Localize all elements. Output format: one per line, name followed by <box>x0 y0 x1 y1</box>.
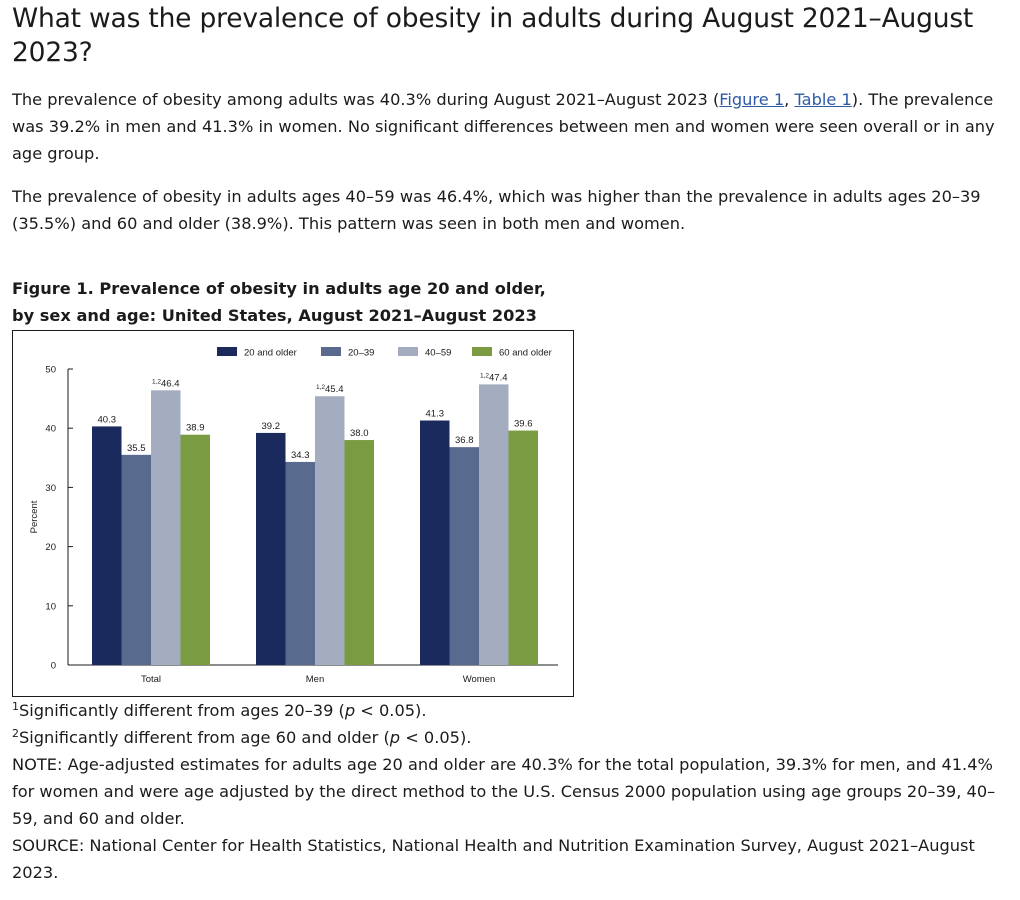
bar-value-label: 1,246.4 <box>152 378 180 389</box>
footnote-2-text: Significantly different from age 60 and … <box>19 728 390 747</box>
source-text: SOURCE: National Center for Health Stati… <box>12 836 975 882</box>
y-tick-label: 0 <box>51 661 56 672</box>
bar-value-label: 36.8 <box>455 435 474 446</box>
note-text: NOTE: Age-adjusted estimates for adults … <box>12 755 996 828</box>
significance-marker: 1,2 <box>152 378 161 385</box>
paragraph-age-groups: The prevalence of obesity in adults ages… <box>12 187 981 233</box>
footnote-1-p: p <box>344 701 356 720</box>
bar-total-1 <box>92 426 122 665</box>
bar-value-label: 39.6 <box>514 419 533 430</box>
footnote-1-text: Significantly different from ages 20–39 … <box>19 701 345 720</box>
paragraph-text: The prevalence of obesity among adults w… <box>12 90 720 109</box>
bar-men-2 <box>285 461 315 665</box>
y-axis-title: Percent <box>29 500 40 533</box>
legend-label: 60 and older <box>499 348 552 359</box>
bar-women-1 <box>420 420 450 665</box>
bar-value-label: 39.2 <box>262 421 281 432</box>
bar-total-3 <box>151 390 181 665</box>
footnote-2-marker: 2 <box>12 727 19 740</box>
bar-men-3 <box>315 396 345 665</box>
legend-swatch <box>472 347 492 356</box>
figure-notes: 1Significantly different from ages 20–39… <box>12 697 1002 886</box>
footnote-2: 2Significantly different from age 60 and… <box>12 724 1002 751</box>
bar-value: 46.4 <box>161 378 180 389</box>
bar-women-2 <box>449 447 479 665</box>
bar-value-label: 1,247.4 <box>480 372 508 383</box>
footnote-1-marker: 1 <box>12 700 19 713</box>
category-label-women: Women <box>463 674 496 685</box>
chart-svg: 01020304050Percent40.335.51,246.438.9Tot… <box>29 347 558 685</box>
bar-value-label: 40.3 <box>98 414 117 425</box>
bar-value-label: 41.3 <box>426 409 445 420</box>
footnote-1-value: < 0.05). <box>355 701 427 720</box>
legend-label: 20 and older <box>244 348 297 359</box>
y-tick-label: 40 <box>45 424 56 435</box>
page-heading: What was the prevalence of obesity in ad… <box>12 3 974 68</box>
category-label-men: Men <box>306 674 324 685</box>
page: What was the prevalence of obesity in ad… <box>0 2 1020 329</box>
paragraph-text-end: ). The prevalence was 39.2% in men and 4… <box>12 90 995 163</box>
bar-women-3 <box>479 384 509 665</box>
y-tick-label: 20 <box>45 542 56 553</box>
y-tick-label: 50 <box>45 365 56 376</box>
y-tick-label: 10 <box>45 601 56 612</box>
figure-title: Figure 1. Prevalence of obesity in adult… <box>12 279 546 325</box>
bar-men-1 <box>256 432 286 665</box>
category-label-total: Total <box>141 674 161 685</box>
bar-men-4 <box>344 440 374 665</box>
bar-total-2 <box>121 454 151 665</box>
bar-value: 47.4 <box>489 372 508 383</box>
figure-1-link[interactable]: Figure 1 <box>719 90 785 109</box>
y-tick-label: 30 <box>45 483 56 494</box>
legend-swatch <box>398 347 418 356</box>
bar-value-label: 38.0 <box>350 428 369 439</box>
bar-value-label: 35.5 <box>127 443 146 454</box>
bar-total-4 <box>180 434 210 665</box>
significance-marker: 1,2 <box>480 372 489 379</box>
footnote-2-value: < 0.05). <box>400 728 472 747</box>
bar-women-4 <box>508 430 538 665</box>
paragraph-prevalence: The prevalence of obesity among adults w… <box>12 86 1008 167</box>
footnote-2-p: p <box>389 728 401 747</box>
link-separator: , <box>784 90 795 109</box>
significance-marker: 1,2 <box>316 384 325 391</box>
figure-1-chart: 0 10 20 30 40 50 Percent 40.3 35.5 1,246.4 38.9 Tot… <box>12 330 574 697</box>
legend-label: 40–59 <box>425 348 451 359</box>
bar-value-label: 1,245.4 <box>316 384 344 395</box>
bar-value-label: 38.9 <box>186 423 205 434</box>
legend-swatch <box>321 347 341 356</box>
bar-value-label: 34.3 <box>291 450 310 461</box>
bar-value: 45.4 <box>325 384 344 395</box>
table-1-link[interactable]: Table 1 <box>794 90 852 109</box>
footnote-1: 1Significantly different from ages 20–39… <box>12 697 1002 724</box>
legend-swatch <box>217 347 237 356</box>
legend-label: 20–39 <box>348 348 374 359</box>
